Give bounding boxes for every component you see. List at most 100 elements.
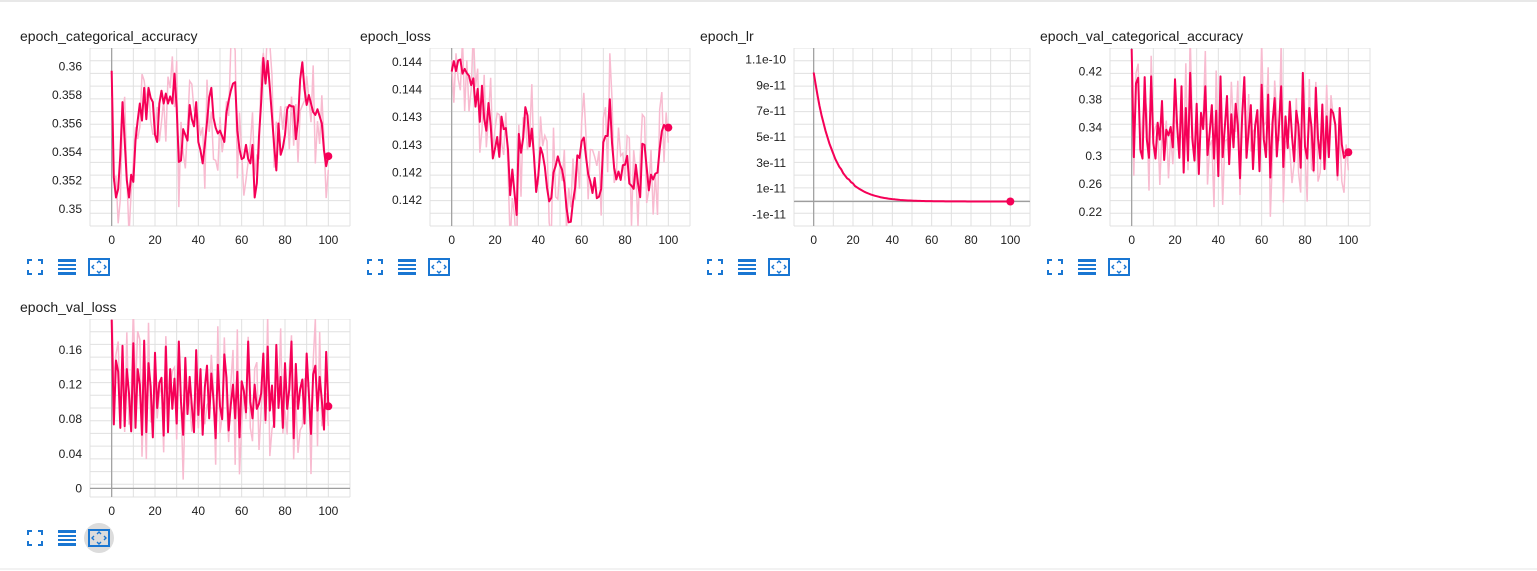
- y-tick-label: 0.12: [59, 378, 83, 392]
- y-tick-label: 0.144: [392, 55, 422, 69]
- line-chart: -1e-11 1e-11 3e-11 5e-11 7e-11 9e-11 1.1e-10 0 2…: [745, 48, 1031, 247]
- line-chart: 0.22 0.26 0.3 0.34 0.38 0.42 0 20 40 60 80 100: [1079, 48, 1371, 247]
- chart-title: epoch_lr: [700, 28, 754, 44]
- data-table-icon: [398, 259, 416, 275]
- y-tick-label: 0.142: [392, 165, 422, 179]
- x-tick-label: 0: [1128, 233, 1135, 247]
- data-table-button[interactable]: [1072, 252, 1102, 282]
- y-tick-label: 0.36: [59, 60, 83, 74]
- x-tick-label: 60: [925, 233, 939, 247]
- y-tick-label: 7e-11: [756, 104, 786, 118]
- y-tick-label: 9e-11: [756, 78, 786, 92]
- line-chart: 0.142 0.142 0.143 0.143 0.144 0.144 0 20 40 60 80 1…: [392, 48, 691, 247]
- x-tick-label: 80: [964, 233, 978, 247]
- line-chart: 0 0.04 0.08 0.12 0.16 0 20 40 60 80 100: [59, 319, 351, 518]
- chart-title: epoch_categorical_accuracy: [20, 28, 198, 44]
- series-line: [1130, 48, 1350, 180]
- chart-card-epoch-loss: epoch_loss 0.142 0.142 0.143 0.143 0.144 0.14…: [360, 8, 700, 276]
- chart-card-epoch-val-categorical-accuracy: epoch_val_categorical_accuracy 0.22 0.26 0…: [1040, 8, 1380, 276]
- gridlines: [793, 48, 1031, 227]
- last-value-dot: [1006, 197, 1015, 206]
- data-table-icon: [58, 530, 76, 546]
- gridlines: [89, 48, 351, 227]
- y-tick-label: 0.142: [392, 193, 422, 207]
- fit-domain-button[interactable]: [764, 252, 794, 282]
- series-line: [812, 72, 1011, 203]
- x-tick-label: 0: [448, 233, 455, 247]
- y-tick-label: 0.3: [1085, 149, 1102, 163]
- y-tick-label: 0.143: [392, 138, 422, 152]
- y-tick-label: 0.358: [52, 88, 82, 102]
- y-tick-label: 0.16: [59, 343, 83, 357]
- data-table-button[interactable]: [392, 252, 422, 282]
- x-tick-label: 80: [618, 233, 632, 247]
- y-tick-label: 0.34: [1079, 121, 1103, 135]
- fullscreen-icon: [367, 259, 383, 275]
- data-table-icon: [58, 259, 76, 275]
- fullscreen-icon: [1047, 259, 1063, 275]
- x-tick-label: 0: [108, 233, 115, 247]
- y-tick-label: 0.35: [59, 202, 83, 216]
- chart-title: epoch_loss: [360, 28, 431, 44]
- x-tick-label: 20: [148, 233, 162, 247]
- fit-domain-button[interactable]: [424, 252, 454, 282]
- x-tick-label: 60: [575, 233, 589, 247]
- y-tick-label: 0.42: [1079, 64, 1103, 78]
- last-value-dot: [324, 402, 333, 411]
- x-tick-label: 100: [318, 233, 338, 247]
- fit-domain-button[interactable]: [1104, 252, 1134, 282]
- fullscreen-button[interactable]: [700, 252, 730, 282]
- data-table-button[interactable]: [52, 523, 82, 553]
- x-tick-label: 20: [148, 504, 162, 518]
- fit-domain-icon: [1108, 258, 1130, 276]
- y-tick-label: 5e-11: [756, 130, 786, 144]
- chart-title: epoch_val_categorical_accuracy: [1040, 28, 1244, 44]
- x-tick-label: 60: [235, 504, 249, 518]
- line-chart: 0.35 0.352 0.354 0.356 0.358 0.36 0 20 40 60 80 100: [52, 48, 351, 247]
- fit-domain-button[interactable]: [84, 523, 114, 553]
- series-line: [110, 56, 330, 199]
- y-tick-label: 0.38: [1079, 93, 1103, 107]
- x-tick-label: 40: [192, 504, 206, 518]
- x-tick-label: 20: [1168, 233, 1182, 247]
- x-tick-label: 80: [1298, 233, 1312, 247]
- series-line: [450, 58, 669, 224]
- raw-series-line: [1130, 48, 1350, 217]
- y-tick-label: 0.356: [52, 116, 82, 130]
- x-tick-label: 40: [886, 233, 900, 247]
- y-tick-label: 0: [75, 481, 82, 495]
- x-tick-label: 20: [488, 233, 502, 247]
- x-tick-label: 60: [235, 233, 249, 247]
- x-tick-label: 100: [1000, 233, 1020, 247]
- y-tick-label: 0.08: [59, 412, 83, 426]
- fit-domain-button[interactable]: [84, 252, 114, 282]
- series-line: [110, 319, 330, 440]
- x-tick-label: 40: [1212, 233, 1226, 247]
- bottom-divider: [0, 568, 1537, 570]
- fullscreen-button[interactable]: [360, 252, 390, 282]
- y-tick-label: 0.26: [1079, 177, 1103, 191]
- fullscreen-button[interactable]: [1040, 252, 1070, 282]
- last-value-dot: [1344, 148, 1353, 157]
- fit-domain-icon: [768, 258, 790, 276]
- fullscreen-icon: [27, 259, 43, 275]
- data-table-icon: [738, 259, 756, 275]
- fullscreen-button[interactable]: [20, 252, 50, 282]
- x-tick-label: 100: [318, 504, 338, 518]
- y-tick-label: 3e-11: [756, 156, 786, 170]
- fullscreen-button[interactable]: [20, 523, 50, 553]
- x-tick-label: 40: [192, 233, 206, 247]
- x-tick-label: 80: [278, 504, 292, 518]
- data-table-icon: [1078, 259, 1096, 275]
- chart-card-epoch-val-loss: epoch_val_loss 0 0.04 0.08 0.12 0.16 0 20 40 60 8…: [20, 279, 360, 553]
- x-tick-label: 40: [532, 233, 546, 247]
- y-tick-label: 0.354: [52, 145, 82, 159]
- data-table-button[interactable]: [732, 252, 762, 282]
- x-tick-label: 80: [278, 233, 292, 247]
- fullscreen-icon: [707, 259, 723, 275]
- chart-card-epoch-lr: epoch_lr -1e-11 1e-11 3e-11 5e-11 7e-11 9e-11…: [700, 8, 1040, 276]
- y-tick-label: 1.1e-10: [745, 53, 786, 67]
- fit-domain-icon: [428, 258, 450, 276]
- chart-title: epoch_val_loss: [20, 299, 117, 315]
- data-table-button[interactable]: [52, 252, 82, 282]
